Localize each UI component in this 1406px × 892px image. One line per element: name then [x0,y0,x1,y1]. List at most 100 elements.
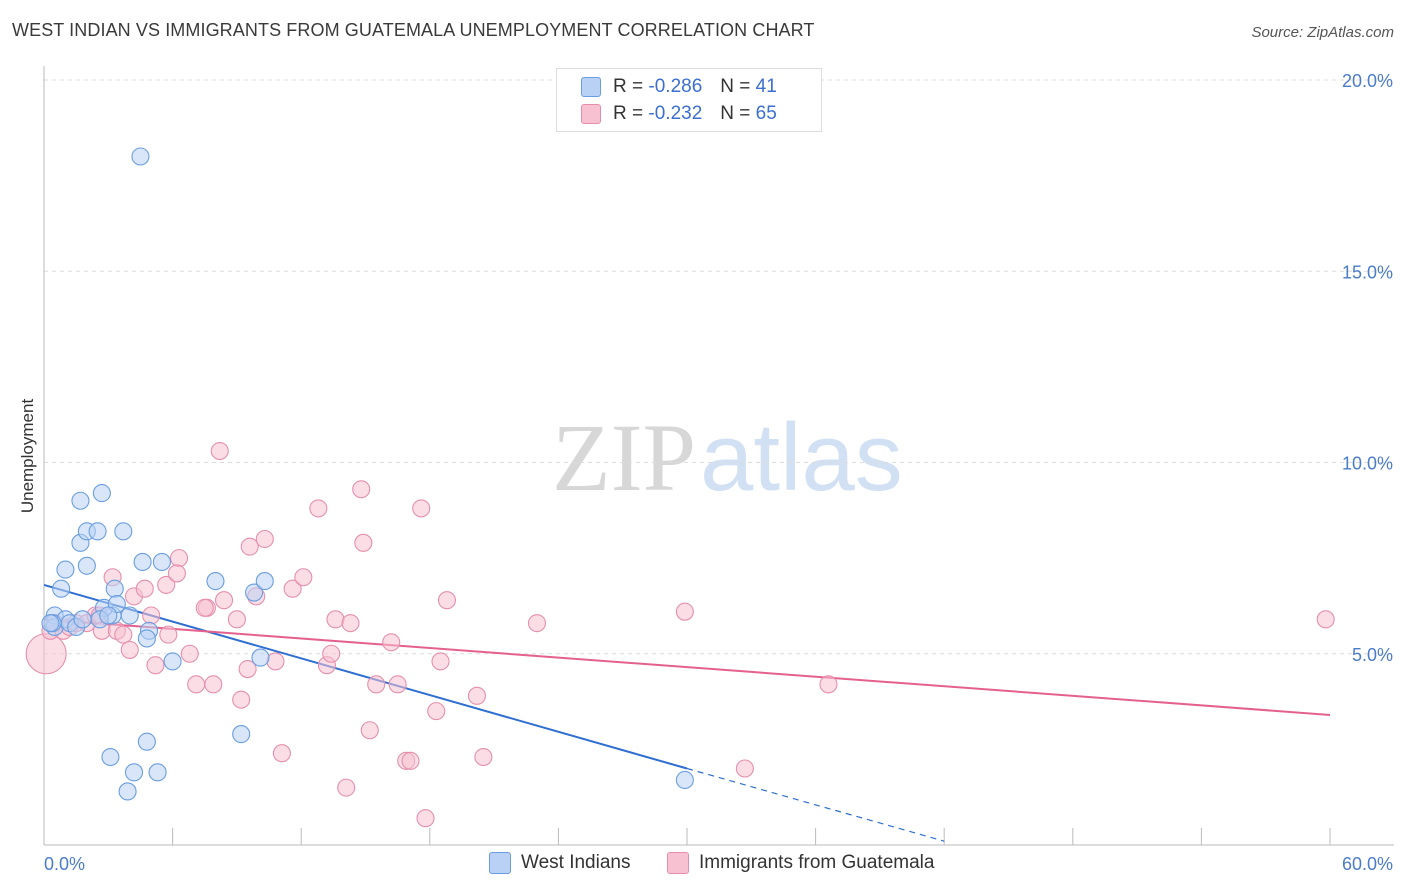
guatemala-point [266,652,285,671]
series-swatch-west-indians [489,852,511,874]
west-indians-point [124,763,144,782]
watermark-atlas: atlas [700,404,903,511]
legend-swatch-west-indians [581,77,601,97]
data-points [25,147,1335,828]
west-indians-point [101,747,120,767]
legend-r-value: -0.232 [648,103,703,124]
guatemala-point [352,480,371,499]
west-indians-point [88,522,107,541]
west-indians-trend-extension [686,767,945,842]
guatemala-point [240,537,259,556]
guatemala-point [437,591,456,610]
guatemala-point [360,721,379,740]
x-tick-label: 0.0% [44,854,85,874]
legend-swatch-guatemala [581,104,601,124]
west-indians-point [56,560,75,579]
legend-row-west-indians: R = -0.286 N = 41 [581,75,777,99]
guatemala-point [283,579,302,598]
series-legend: West Indians Immigrants from Guatemala [0,852,1406,878]
guatemala-point [427,702,446,721]
legend: R = -0.286 N = 41 R = -0.232 N = 65 [556,68,822,132]
west-indians-point [92,484,111,503]
grid-lines [44,79,1394,655]
guatemala-point [135,579,154,598]
west-indians-point [41,614,60,633]
series-name-guatemala: Immigrants from Guatemala [699,852,935,873]
guatemala-point [735,759,754,778]
guatemala-point [187,675,206,694]
guatemala-point [675,602,694,621]
guatemala-point [142,606,161,625]
guatemala-point [382,633,401,652]
west-indians-point [99,606,118,625]
guatemala-point [167,564,186,583]
west-indians-point [71,491,90,510]
guatemala-point [388,675,407,694]
legend-n-value: 41 [755,76,777,97]
west-indians-point [251,648,270,667]
guatemala-point [114,625,133,644]
guatemala-point [204,675,223,694]
guatemala-point [416,809,435,828]
guatemala-point [337,778,356,797]
guatemala-point [354,533,373,552]
west-indians-point [255,572,274,591]
y-tick-label: 15.0% [1342,262,1393,282]
guatemala-point [326,610,345,629]
guatemala-point [180,644,199,663]
tick-labels: 5.0% 10.0% 15.0% 20.0% 0.0% 60.0% [44,71,1393,874]
west-indians-point [105,579,124,598]
west-indians-point [206,572,225,591]
guatemala-point [367,675,386,694]
guatemala-point [412,499,431,518]
guatemala-trend-line [43,618,1331,716]
guatemala-point [255,529,274,549]
guatemala-point [309,499,328,518]
guatemala-point [227,610,246,629]
guatemala-point [210,441,229,461]
guatemala-point [294,568,313,587]
series-legend-west-indians: West Indians [489,852,630,874]
guatemala-point [401,751,420,770]
y-tick-label: 10.0% [1342,454,1393,474]
west-indians-point [73,610,92,629]
west-indians-point [163,652,182,671]
west-indians-point [137,732,156,751]
source-label: Source: ZipAtlas.com [1251,24,1394,41]
legend-n-label: N = [720,76,751,97]
guatemala-point [238,659,257,679]
guatemala-point [169,549,189,568]
guatemala-point [146,656,165,675]
legend-r-label: R = [613,76,644,97]
legend-n-value: 65 [755,103,777,124]
west-indians-point [114,522,133,541]
legend-n-label: N = [720,103,751,124]
guatemala-point [232,690,251,709]
legend-r-value: -0.286 [648,76,703,97]
west-indians-point [232,725,251,744]
legend-r-label: R = [613,103,644,124]
guatemala-point [25,633,67,675]
west-indians-point [120,606,139,625]
guatemala-point [195,598,214,617]
guatemala-point [467,686,487,705]
y-tick-label: 5.0% [1352,645,1393,665]
guatemala-point [159,625,178,644]
guatemala-point [819,675,838,694]
west-indians-point [148,763,167,782]
guatemala-point [157,575,176,594]
west-indians-point [52,579,71,598]
guatemala-point [341,614,360,633]
guatemala-point [527,614,547,633]
series-legend-guatemala: Immigrants from Guatemala [667,852,934,874]
west-indians-point [244,583,264,602]
guatemala-point [214,591,234,610]
west-indians-point [77,556,96,575]
west-indians-point [133,552,152,572]
west-indians-point [118,782,137,801]
guatemala-point [322,644,341,663]
watermark: ZIPatlas [552,402,903,513]
series-name-west-indians: West Indians [521,852,631,873]
watermark-zip: ZIP [552,404,696,511]
